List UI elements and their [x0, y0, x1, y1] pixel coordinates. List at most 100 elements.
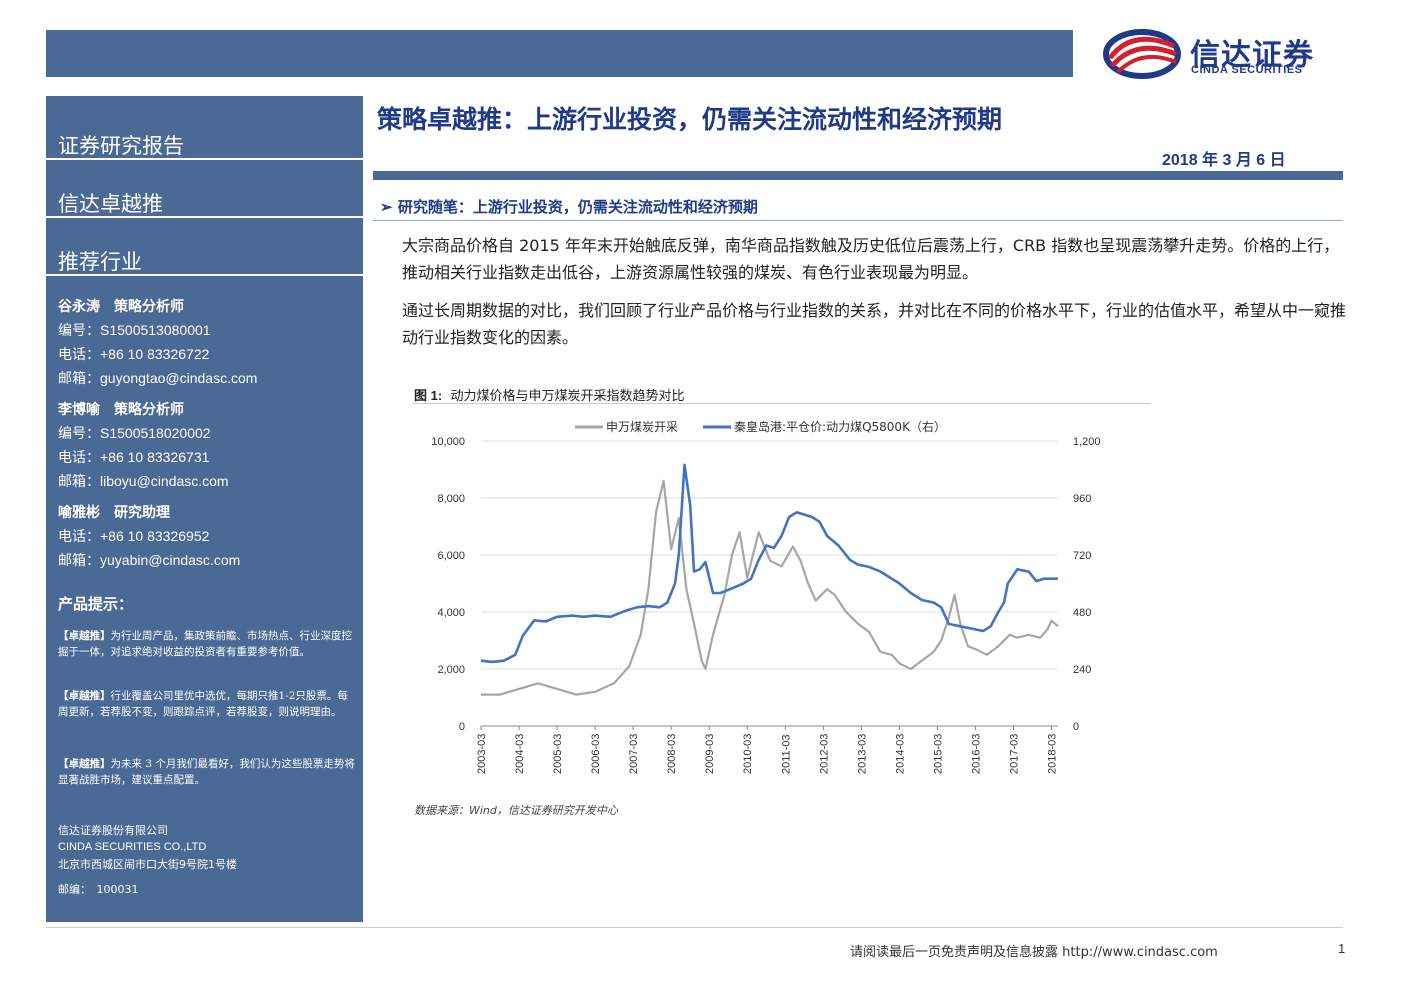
field-label: 编号：	[58, 323, 100, 339]
tip-tag: 【卓越推】	[58, 630, 111, 642]
tip-text: 为未来 3 个月我们最看好，我们认为这些股票走势将显著战胜市场，建议重点配置。	[58, 758, 355, 786]
company-name-cn: 信达证券股份有限公司	[58, 824, 168, 837]
logo-cn-text: 信达证券	[1190, 38, 1314, 73]
field-label: 邮箱：	[58, 474, 100, 490]
analyst-name: 喻雅彬 研究助理	[58, 505, 170, 521]
analyst-email: 邮箱：guyongtao@cindasc.com	[58, 367, 257, 391]
company-postcode: 邮编： 100031	[58, 883, 139, 896]
x-tick-label: 2006-03	[590, 734, 602, 774]
footer-disclaimer[interactable]: 请阅读最后一页免责声明及信息披露 http://www.cindasc.com	[850, 945, 1218, 960]
y-left-tick-label: 4,000	[437, 607, 465, 619]
tip-item: 【卓越推】行业覆盖公司里优中选优，每期只推1-2只股票。每周更新，若荐股不变，则…	[58, 688, 358, 720]
sidebar-divider	[46, 158, 363, 160]
field-label: 电话：	[58, 450, 100, 466]
y-left-tick-label: 2,000	[437, 664, 465, 676]
y-right-tick-label: 960	[1073, 493, 1091, 505]
series-line-1	[480, 463, 1058, 664]
section-heading: ➢ 研究随笔：上游行业投资，仍需关注流动性和经济预期	[380, 196, 758, 217]
x-tick-label: 2007-03	[628, 734, 640, 774]
figure-title: 动力煤价格与申万煤炭开采指数趋势对比	[450, 389, 685, 404]
section-title: 研究随笔：上游行业投资，仍需关注流动性和经济预期	[397, 198, 758, 216]
field-value: +86 10 83326722	[100, 346, 210, 362]
tip-text: 为行业周产品，集政策前瞻、市场热点、行业深度挖掘于一体，对追求绝对收益的投资者有…	[58, 630, 352, 658]
field-value: S1500518020002	[100, 425, 211, 441]
footer-divider	[46, 927, 1343, 928]
page-number: 1	[1338, 941, 1346, 956]
field-label: 电话：	[58, 529, 100, 545]
y-right-tick-label: 480	[1073, 607, 1091, 619]
x-tick-label: 2016-03	[970, 734, 982, 774]
logo-en-text: CINDA SECURITIES	[1191, 64, 1303, 76]
cinda-logo-icon	[1103, 29, 1181, 79]
legend-label: 秦皇岛港:平仓价:动力煤Q5800K（右）	[734, 419, 946, 434]
x-tick-label: 2011-03	[780, 734, 792, 774]
data-source: 数据来源：Wind，信达证券研究开发中心	[414, 804, 618, 817]
figure-divider	[413, 403, 1150, 404]
company-name-en: CINDA SECURITIES CO.,LTD	[58, 841, 207, 853]
analyst-name: 李博喻 策略分析师	[58, 402, 184, 418]
sidebar: 证券研究报告 信达卓越推 推荐行业 谷永涛 策略分析师 编号：S15005130…	[46, 96, 363, 922]
y-right-tick-label: 240	[1073, 664, 1091, 676]
x-tick-label: 2008-03	[666, 734, 678, 774]
field-label: 编号：	[58, 426, 100, 442]
y-left-tick-label: 8,000	[437, 493, 465, 505]
email-link[interactable]: guyongtao@cindasc.com	[100, 370, 258, 386]
report-date: 2018 年 3 月 6 日	[1162, 152, 1286, 169]
field-label: 邮箱：	[58, 553, 100, 569]
y-right-tick-label: 720	[1073, 550, 1091, 562]
company-address: 北京市西城区闹市口大街9号院1号楼	[58, 858, 237, 871]
analyst-id: 编号：S1500513080001	[58, 319, 257, 343]
x-tick-label: 2010-03	[742, 734, 754, 774]
company-info: 信达证券股份有限公司 CINDA SECURITIES CO.,LTD 北京市西…	[58, 822, 237, 898]
x-tick-label: 2015-03	[932, 734, 944, 774]
analyst-email: 邮箱：liboyu@cindasc.com	[58, 470, 229, 494]
x-tick-label: 2017-03	[1008, 734, 1020, 774]
title-bar	[373, 171, 1343, 180]
field-value: +86 10 83326952	[100, 528, 210, 544]
analyst-card: 喻雅彬 研究助理 电话：+86 10 83326952 邮箱：yuyabin@c…	[58, 502, 240, 573]
y-right-tick-label: 0	[1073, 721, 1079, 733]
report-type: 证券研究报告	[58, 134, 184, 158]
x-tick-label: 2004-03	[514, 734, 526, 774]
legend-label: 申万煤炭开采	[606, 420, 678, 434]
analyst-card: 李博喻 策略分析师 编号：S1500518020002 电话：+86 10 83…	[58, 399, 229, 494]
analyst-phone: 电话：+86 10 83326722	[58, 343, 257, 367]
field-value: +86 10 83326731	[100, 449, 210, 465]
body-paragraph: 通过长周期数据的对比，我们回顾了行业产品价格与行业指数的关系，并对比在不同的价格…	[402, 301, 1347, 347]
y-left-tick-label: 0	[459, 721, 465, 733]
y-left-tick-label: 6,000	[437, 550, 465, 562]
analyst-phone: 电话：+86 10 83326731	[58, 446, 229, 470]
header-bar	[46, 30, 1073, 77]
analyst-email: 邮箱：yuyabin@cindasc.com	[58, 549, 240, 573]
x-tick-label: 2018-03	[1047, 734, 1059, 774]
analyst-card: 谷永涛 策略分析师 编号：S1500513080001 电话：+86 10 83…	[58, 296, 257, 391]
figure-label: 图 1:	[414, 388, 443, 403]
sidebar-divider	[46, 274, 363, 276]
x-tick-label: 2009-03	[704, 734, 716, 774]
report-category: 推荐行业	[58, 250, 142, 274]
section-divider	[373, 220, 1343, 221]
analyst-phone: 电话：+86 10 83326952	[58, 525, 240, 549]
email-link[interactable]: liboyu@cindasc.com	[100, 473, 229, 489]
analyst-name: 谷永涛 策略分析师	[58, 299, 184, 315]
tip-text: 行业覆盖公司里优中选优，每期只推1-2只股票。每周更新，若荐股不变，则跟踪点评，…	[58, 690, 348, 718]
y-right-tick-label: 1,200	[1073, 436, 1101, 448]
tip-item: 【卓越推】为行业周产品，集政策前瞻、市场热点、行业深度挖掘于一体，对追求绝对收益…	[58, 628, 358, 660]
coal-price-chart: 0 2,000 4,000 6,000 8,000 10,000 0 240 480 720 960…	[431, 419, 1101, 774]
x-tick-label: 2013-03	[856, 734, 868, 774]
body-paragraph: 大宗商品价格自 2015 年年末开始触底反弹，南华商品指数触及历史低位后震荡上行…	[402, 236, 1340, 282]
tip-item: 【卓越推】为未来 3 个月我们最看好，我们认为这些股票走势将显著战胜市场，建议重…	[58, 756, 358, 788]
tip-tag: 【卓越推】	[58, 758, 111, 770]
field-label: 电话：	[58, 347, 100, 363]
x-tick-label: 2012-03	[818, 734, 830, 774]
report-series: 信达卓越推	[58, 192, 163, 216]
tips-title: 产品提示：	[58, 595, 134, 613]
x-tick-label: 2014-03	[894, 734, 906, 774]
tip-tag: 【卓越推】	[58, 690, 111, 702]
email-link[interactable]: yuyabin@cindasc.com	[100, 552, 241, 568]
x-tick-label: 2005-03	[552, 734, 564, 774]
field-value: S1500513080001	[100, 322, 211, 338]
report-title: 策略卓越推：上游行业投资，仍需关注流动性和经济预期	[377, 105, 1003, 134]
field-label: 邮箱：	[58, 371, 100, 387]
analyst-id: 编号：S1500518020002	[58, 422, 229, 446]
